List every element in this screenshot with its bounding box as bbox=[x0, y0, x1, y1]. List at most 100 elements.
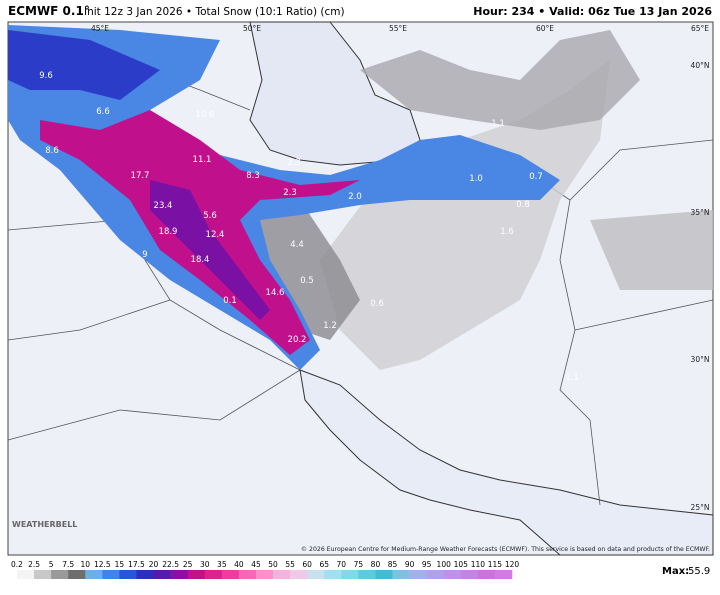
value-label: 11.1 bbox=[193, 155, 212, 165]
colorbar-tick: 10 bbox=[81, 560, 91, 569]
value-label: 12.4 bbox=[206, 230, 225, 240]
value-label: 2.3 bbox=[287, 158, 301, 168]
colorbar-tick: 100 bbox=[437, 560, 452, 569]
colorbar-tick: 2.5 bbox=[28, 560, 40, 569]
colorbar-swatch bbox=[426, 570, 445, 579]
colorbar-tick: 70 bbox=[337, 560, 347, 569]
value-label: 23.4 bbox=[154, 201, 173, 211]
colorbar-tick: 105 bbox=[454, 560, 469, 569]
colorbar-swatch bbox=[51, 570, 69, 579]
value-label: 18.9 bbox=[159, 227, 178, 237]
colorbar-swatch bbox=[204, 570, 223, 579]
colorbar-swatch bbox=[392, 570, 410, 579]
value-label: 1.0 bbox=[469, 174, 483, 184]
value-label: 2.3 bbox=[283, 188, 297, 198]
colorbar-swatch bbox=[238, 570, 257, 579]
grid-label: 35°N bbox=[691, 208, 710, 217]
colorbar-tick: 60 bbox=[302, 560, 312, 569]
colorbar-swatch bbox=[102, 570, 120, 579]
colorbar-tick: 50 bbox=[268, 560, 278, 569]
grid-label: 60°E bbox=[536, 24, 554, 33]
colorbar-tick: 12.5 bbox=[94, 560, 111, 569]
colorbar-swatch bbox=[477, 570, 496, 579]
value-label: 0.5 bbox=[300, 276, 314, 286]
value-label: 20.2 bbox=[288, 335, 307, 345]
colorbar-swatch bbox=[307, 570, 325, 579]
colorbar-tick: 7.5 bbox=[62, 560, 74, 569]
persian-gulf bbox=[299, 369, 714, 556]
map-frame: 45°E 50°E 55°E 60°E 65°E 40°N 35°N 30°N 25°N 9.6… bbox=[7, 21, 714, 556]
value-label: 9 bbox=[142, 250, 147, 260]
colorbar-swatch bbox=[255, 570, 274, 579]
colorbar-swatch bbox=[358, 570, 376, 579]
value-label: 8.3 bbox=[246, 171, 260, 181]
grid-labels: 45°E 50°E 55°E 60°E 65°E 40°N 35°N 30°N 25°N bbox=[91, 24, 709, 512]
colorbar: 0.2 2.5 5 7.5 10 12.5 15 17.5 20 22.5 25 30 35 40 45 50… bbox=[11, 560, 519, 579]
model-title: ECMWF 0.1° bbox=[8, 4, 90, 18]
value-label: 8.6 bbox=[45, 146, 59, 156]
colorbar-tick: 120 bbox=[505, 560, 520, 569]
colorbar-tick: 75 bbox=[354, 560, 364, 569]
colorbar-tick: 40 bbox=[234, 560, 244, 569]
value-label: 0.7 bbox=[529, 172, 543, 182]
colorbar-tick: 35 bbox=[217, 560, 227, 569]
value-label: 2.0 bbox=[348, 192, 362, 202]
colorbar-swatch bbox=[494, 570, 513, 579]
value-label: 4.4 bbox=[290, 240, 304, 250]
colorbar-swatch bbox=[85, 570, 103, 579]
colorbar-swatch bbox=[187, 570, 206, 579]
value-label: 1.2 bbox=[323, 321, 337, 331]
colorbar-tick: 85 bbox=[388, 560, 398, 569]
colorbar-tick: 65 bbox=[319, 560, 329, 569]
colorbar-swatch bbox=[136, 570, 154, 579]
colorbar-tick: 110 bbox=[471, 560, 486, 569]
value-label: 10.6 bbox=[196, 110, 215, 120]
colorbar-tick: 20 bbox=[149, 560, 159, 569]
colorbar-tick: 30 bbox=[200, 560, 210, 569]
colorbar-swatch bbox=[375, 570, 393, 579]
value-labels: 9.6 6.6 10.6 8.6 11.1 17.7 23.4 18.9 12.4 18.4 5.6… bbox=[39, 71, 579, 383]
colorbar-swatch bbox=[17, 570, 35, 579]
colorbar-swatch bbox=[34, 570, 52, 579]
colorbar-tick: 22.5 bbox=[162, 560, 179, 569]
valid-time: Hour: 234 • Valid: 06z Tue 13 Jan 2026 bbox=[473, 5, 712, 18]
colorbar-tick: 95 bbox=[422, 560, 432, 569]
grid-label: 40°N bbox=[691, 61, 710, 70]
colorbar-tick: 5 bbox=[49, 560, 54, 569]
value-label: 6.6 bbox=[96, 107, 110, 117]
colorbar-swatch bbox=[273, 570, 291, 579]
colorbar-tick: 17.5 bbox=[128, 560, 145, 569]
colorbar-swatch bbox=[170, 570, 188, 579]
grid-label: 30°N bbox=[691, 355, 710, 364]
value-label: 14.6 bbox=[266, 288, 285, 298]
grid-label: 65°E bbox=[691, 24, 709, 33]
snow-swaths bbox=[8, 25, 713, 370]
colorbar-tick: 55 bbox=[285, 560, 295, 569]
value-label: 1.1 bbox=[565, 373, 579, 383]
colorbar-swatch bbox=[153, 570, 171, 579]
value-label: 18.4 bbox=[191, 255, 210, 265]
value-label: 0.1 bbox=[223, 296, 237, 306]
colorbar-swatch bbox=[341, 570, 359, 579]
value-label: 0.6 bbox=[370, 299, 384, 309]
colorbar-swatch bbox=[221, 570, 240, 579]
value-label: 5.6 bbox=[203, 211, 217, 221]
grid-label: 45°E bbox=[91, 24, 109, 33]
colorbar-tick: 0.2 bbox=[11, 560, 23, 569]
colorbar-swatch bbox=[68, 570, 86, 579]
value-label: 17.7 bbox=[131, 171, 150, 181]
colorbar-tick: 80 bbox=[371, 560, 381, 569]
colorbar-swatch bbox=[409, 570, 427, 579]
colorbar-swatch bbox=[460, 570, 479, 579]
colorbar-tick: 25 bbox=[183, 560, 193, 569]
logo: WEATHERBELL bbox=[12, 520, 77, 529]
grid-label: 25°N bbox=[691, 503, 710, 512]
colorbar-swatch bbox=[119, 570, 137, 579]
subtitle: Init 12z 3 Jan 2026 • Total Snow (10:1 R… bbox=[84, 6, 345, 18]
value-label: 0.8 bbox=[516, 200, 530, 210]
value-label: 1.1 bbox=[491, 119, 505, 129]
colorbar-tick: 15 bbox=[115, 560, 125, 569]
value-label: 1.6 bbox=[500, 227, 514, 237]
max-label: Max: bbox=[662, 566, 689, 577]
